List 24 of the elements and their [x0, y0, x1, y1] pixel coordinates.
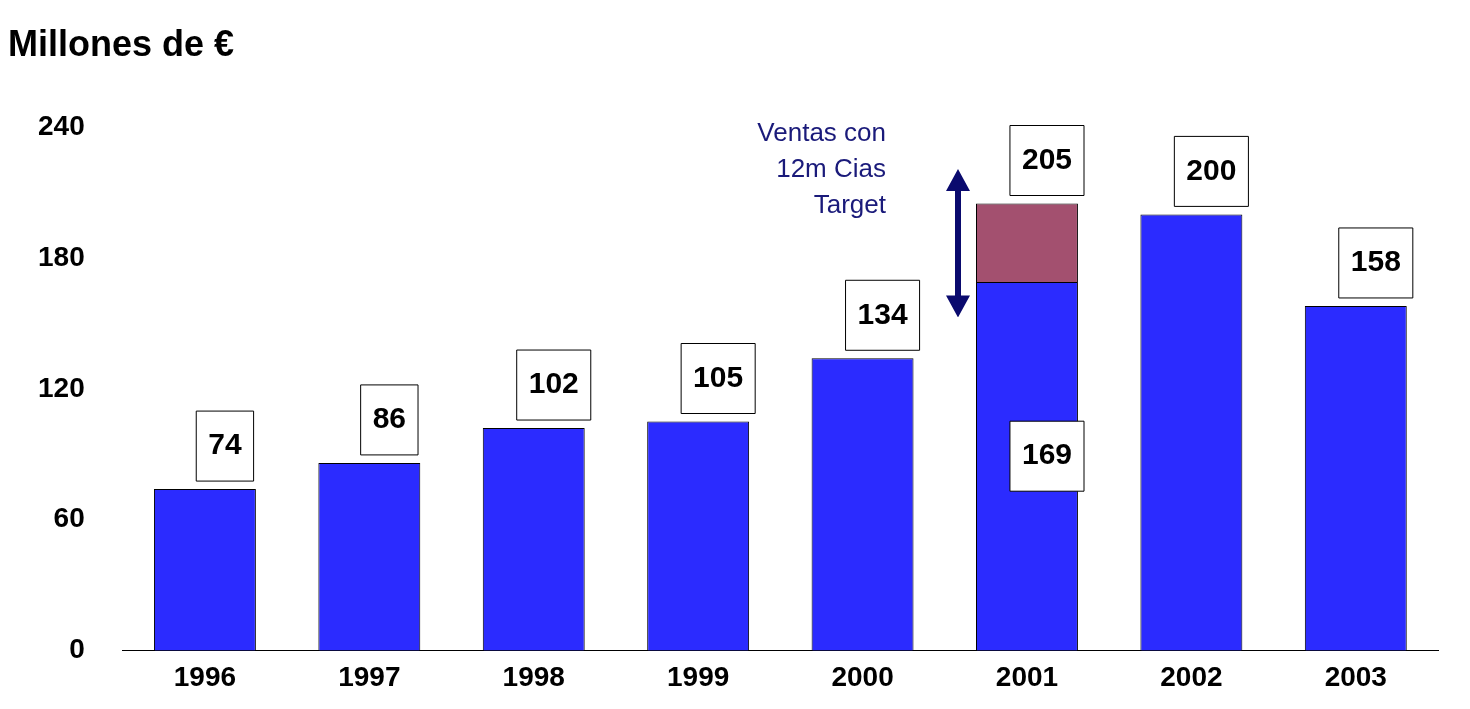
y-tick-label: 180 — [38, 240, 85, 272]
y-tick-label: 240 — [38, 109, 85, 141]
x-tick-label: 1997 — [338, 660, 401, 692]
total-label: 205 — [1021, 141, 1073, 175]
x-tick-label: 2002 — [1160, 660, 1223, 692]
data-label: 158 — [1350, 244, 1401, 278]
x-tick-label: 2003 — [1324, 660, 1387, 692]
data-label: 102 — [528, 366, 579, 400]
data-label: 105 — [693, 359, 744, 393]
data-label: 86 — [372, 401, 407, 435]
data-label: 134 — [857, 296, 908, 330]
y-tick-label: 0 — [69, 633, 85, 665]
data-label: 200 — [1186, 152, 1237, 186]
data-label: 74 — [208, 427, 242, 461]
x-tick-label: 1996 — [173, 660, 237, 692]
annotation: Ventas con 12m Cias Target — [756, 115, 886, 221]
y-tick-label: 60 — [53, 502, 85, 534]
x-tick-label: 2001 — [995, 660, 1059, 692]
y-tick-label: 120 — [38, 371, 85, 403]
x-tick-label: 1999 — [667, 660, 730, 692]
x-tick-label: 2000 — [831, 660, 894, 692]
chart-title: Millones de € — [8, 22, 235, 64]
data-label: 169 — [1021, 437, 1073, 471]
x-tick-label: 1998 — [502, 660, 565, 692]
